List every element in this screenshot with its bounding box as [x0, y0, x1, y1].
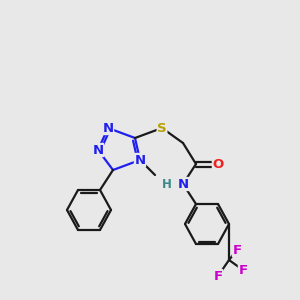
Text: S: S [157, 122, 167, 134]
Text: N: N [102, 122, 114, 134]
Text: F: F [238, 263, 247, 277]
Text: H: H [162, 178, 172, 190]
Text: N: N [134, 154, 146, 166]
Text: N: N [177, 178, 189, 190]
Text: O: O [212, 158, 224, 170]
Text: F: F [213, 269, 223, 283]
Text: N: N [92, 143, 104, 157]
Text: F: F [232, 244, 242, 256]
